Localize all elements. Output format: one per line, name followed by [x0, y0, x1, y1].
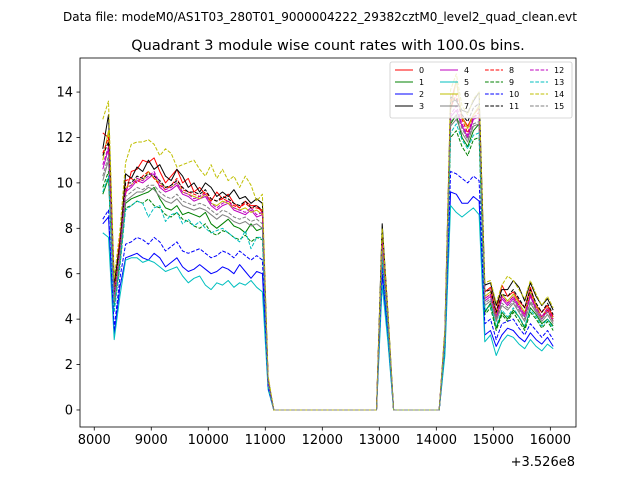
y-tick-label: 0: [65, 403, 73, 418]
x-offset-label: +3.526e8: [511, 455, 575, 470]
x-tick-label: 10000: [188, 433, 229, 448]
y-tick-label: 8: [65, 222, 73, 237]
legend-label-9: 9: [509, 78, 514, 87]
legend-label-10: 10: [509, 90, 519, 99]
legend-label-5: 5: [464, 78, 469, 87]
y-tick-label: 14: [56, 86, 73, 101]
legend-label-11: 11: [509, 102, 519, 111]
x-tick-label: 14000: [416, 433, 457, 448]
legend-label-3: 3: [419, 102, 424, 111]
legend-label-7: 7: [464, 102, 469, 111]
series-line-13: [102, 123, 554, 411]
plot-frame: [79, 57, 577, 428]
axes-layer: 8000 9000 10000 11000 12000 13000 14000 15000 16…: [56, 57, 577, 448]
y-tick-label: 2: [65, 358, 73, 373]
chart-title: Quadrant 3 module wise count rates with …: [131, 38, 525, 54]
x-tick-label: 13000: [359, 433, 400, 448]
series-line-15: [102, 114, 554, 411]
y-tick-label: 6: [65, 267, 73, 282]
legend-label-14: 14: [554, 90, 564, 99]
x-tick-label: 8000: [78, 433, 111, 448]
series-layer: [102, 73, 554, 411]
x-tick-label: 16000: [530, 433, 571, 448]
y-tick-label: 10: [56, 176, 73, 191]
x-tick-label: 15000: [473, 433, 514, 448]
legend-label-4: 4: [464, 66, 469, 75]
y-tick-label: 4: [65, 313, 73, 328]
legend-label-2: 2: [419, 90, 424, 99]
legend-label-0: 0: [419, 66, 424, 75]
legend-label-13: 13: [554, 78, 564, 87]
legend-label-8: 8: [509, 66, 514, 75]
legend-box: [389, 61, 573, 119]
legend-label-15: 15: [554, 102, 564, 111]
legend-label-12: 12: [554, 66, 564, 75]
x-tick-label: 12000: [302, 433, 343, 448]
x-tick-label: 9000: [135, 433, 168, 448]
y-tick-label: 12: [56, 131, 73, 146]
figure-supertitle: Data file: modeM0/AS1T03_280T01_90000042…: [63, 10, 577, 24]
legend-label-1: 1: [419, 78, 424, 87]
x-tick-label: 11000: [245, 433, 286, 448]
legend-label-6: 6: [464, 90, 469, 99]
